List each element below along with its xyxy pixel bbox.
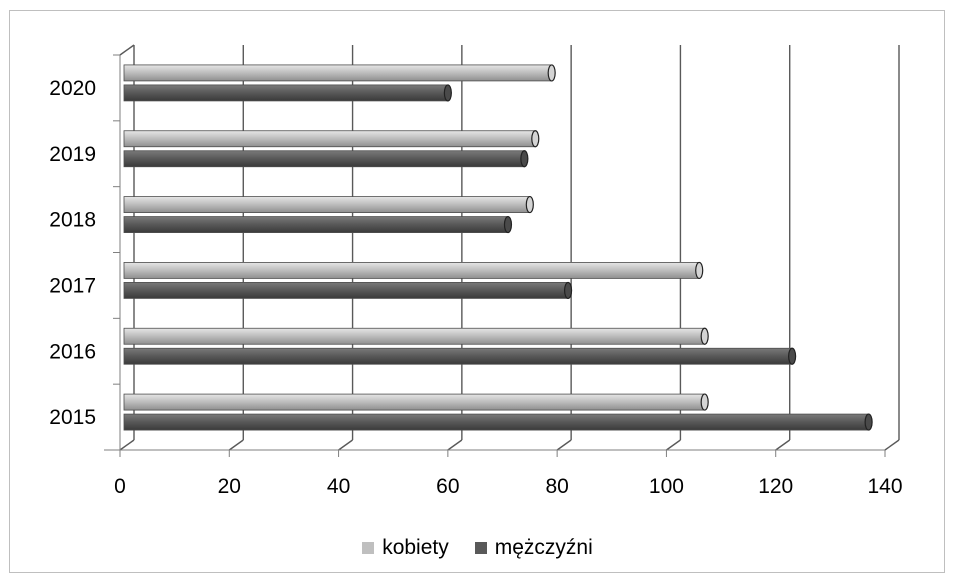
legend-label: mężczyźni bbox=[494, 536, 593, 559]
bar-cap bbox=[563, 281, 573, 300]
bar-body bbox=[123, 393, 706, 411]
x-tick-label-60: 60 bbox=[436, 475, 459, 498]
y-tick-label-2017: 2017 bbox=[49, 274, 96, 297]
bar-body bbox=[123, 216, 509, 233]
bar-cap bbox=[525, 195, 534, 214]
y-tick-label-2018: 2018 bbox=[49, 209, 96, 232]
bar-kobiety-2016 bbox=[123, 327, 709, 345]
labels-layer: 0 20 40 60 80 100 120 140 2015 2016 2017 2018 2019 20… bbox=[49, 77, 902, 498]
bar-body bbox=[123, 327, 706, 345]
bars-layer bbox=[123, 64, 873, 431]
y-tick-label-2016: 2016 bbox=[49, 340, 96, 363]
axis-layer bbox=[104, 44, 886, 457]
y-tick-label-2020: 2020 bbox=[49, 77, 96, 100]
floor-line-20 bbox=[228, 439, 244, 451]
floor-line-80 bbox=[556, 439, 572, 451]
bar-cap bbox=[700, 393, 709, 411]
bar-cap bbox=[520, 150, 529, 168]
bar-body bbox=[123, 347, 793, 365]
bar-cap bbox=[700, 327, 709, 345]
bar-body bbox=[123, 150, 525, 168]
bar-kobiety-2020 bbox=[123, 64, 556, 82]
bar-kobiety-2018 bbox=[123, 195, 534, 214]
bar-mężczyźni-2018 bbox=[123, 215, 513, 234]
bar-mężczyźni-2016 bbox=[123, 347, 797, 365]
y-tick-label-2019: 2019 bbox=[49, 143, 96, 166]
bar-cap bbox=[788, 347, 797, 365]
bar-cap bbox=[531, 130, 540, 148]
top-corner-line bbox=[119, 44, 135, 56]
bar-mężczyźni-2015 bbox=[123, 413, 873, 431]
floor-line-40 bbox=[338, 439, 353, 451]
bar-cap bbox=[503, 215, 513, 234]
bar-body bbox=[123, 196, 531, 213]
legend: kobiety mężczyźni bbox=[0, 536, 955, 560]
bar-body bbox=[123, 262, 700, 279]
floor-line-120 bbox=[775, 439, 791, 451]
bar-cap bbox=[864, 413, 873, 431]
bar-mężczyźni-2020 bbox=[123, 84, 452, 102]
grid-layer bbox=[119, 45, 900, 451]
x-tick-label-100: 100 bbox=[649, 475, 684, 498]
legend-label: kobiety bbox=[382, 536, 449, 559]
bar-body bbox=[123, 413, 870, 431]
x-tick-label-0: 0 bbox=[114, 475, 126, 498]
bar-body bbox=[123, 282, 569, 299]
bar-kobiety-2019 bbox=[123, 130, 540, 148]
bar-kobiety-2015 bbox=[123, 393, 709, 411]
floor-line-60 bbox=[447, 439, 463, 451]
x-tick-label-20: 20 bbox=[218, 475, 241, 498]
floor-line-100 bbox=[666, 439, 681, 451]
legend-item-mężczyźni: mężczyźni bbox=[474, 536, 593, 560]
bar-body bbox=[123, 84, 449, 102]
bar-body bbox=[123, 64, 553, 82]
bar-mężczyźni-2017 bbox=[123, 281, 573, 300]
bar-cap bbox=[443, 84, 452, 102]
floor-line-0 bbox=[119, 439, 135, 451]
x-tick-label-80: 80 bbox=[545, 475, 568, 498]
legend-item-kobiety: kobiety bbox=[362, 536, 449, 560]
legend-swatch bbox=[362, 542, 375, 554]
bar-body bbox=[123, 130, 536, 148]
bar-cap bbox=[695, 261, 704, 280]
bar-kobiety-2017 bbox=[123, 261, 704, 280]
y-tick-label-2015: 2015 bbox=[49, 406, 96, 429]
x-tick-label-40: 40 bbox=[327, 475, 350, 498]
floor-line-140 bbox=[884, 439, 900, 451]
bar-cap bbox=[547, 64, 556, 82]
x-tick-label-120: 120 bbox=[758, 475, 793, 498]
x-tick-label-140: 140 bbox=[867, 475, 902, 498]
bar-mężczyźni-2019 bbox=[123, 150, 529, 168]
legend-swatch bbox=[474, 542, 487, 554]
